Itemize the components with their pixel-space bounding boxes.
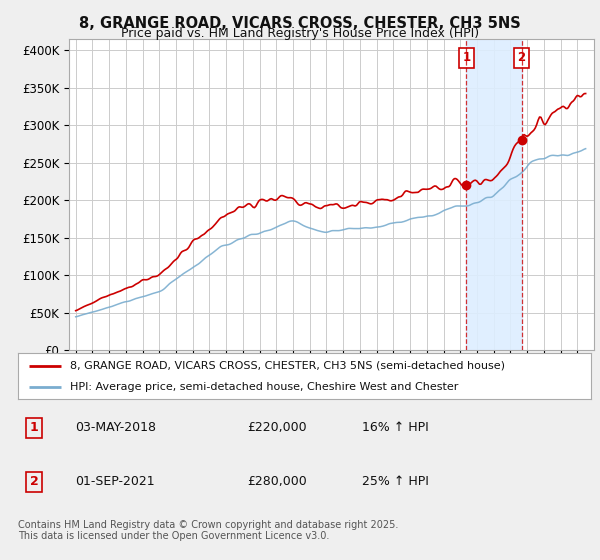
- Text: 8, GRANGE ROAD, VICARS CROSS, CHESTER, CH3 5NS (semi-detached house): 8, GRANGE ROAD, VICARS CROSS, CHESTER, C…: [70, 361, 505, 371]
- Text: 03-MAY-2018: 03-MAY-2018: [76, 421, 156, 435]
- Text: 01-SEP-2021: 01-SEP-2021: [76, 475, 155, 488]
- Text: HPI: Average price, semi-detached house, Cheshire West and Chester: HPI: Average price, semi-detached house,…: [70, 382, 458, 392]
- Text: 2: 2: [518, 52, 526, 64]
- Text: Price paid vs. HM Land Registry's House Price Index (HPI): Price paid vs. HM Land Registry's House …: [121, 27, 479, 40]
- Text: 8, GRANGE ROAD, VICARS CROSS, CHESTER, CH3 5NS: 8, GRANGE ROAD, VICARS CROSS, CHESTER, C…: [79, 16, 521, 31]
- Text: 1: 1: [463, 52, 470, 64]
- Text: 1: 1: [29, 421, 38, 435]
- Text: £220,000: £220,000: [247, 421, 307, 435]
- Text: £280,000: £280,000: [247, 475, 307, 488]
- Text: 25% ↑ HPI: 25% ↑ HPI: [362, 475, 428, 488]
- Text: Contains HM Land Registry data © Crown copyright and database right 2025.
This d: Contains HM Land Registry data © Crown c…: [18, 520, 398, 542]
- Text: 2: 2: [29, 475, 38, 488]
- Bar: [466, 39, 521, 350]
- Text: 16% ↑ HPI: 16% ↑ HPI: [362, 421, 428, 435]
